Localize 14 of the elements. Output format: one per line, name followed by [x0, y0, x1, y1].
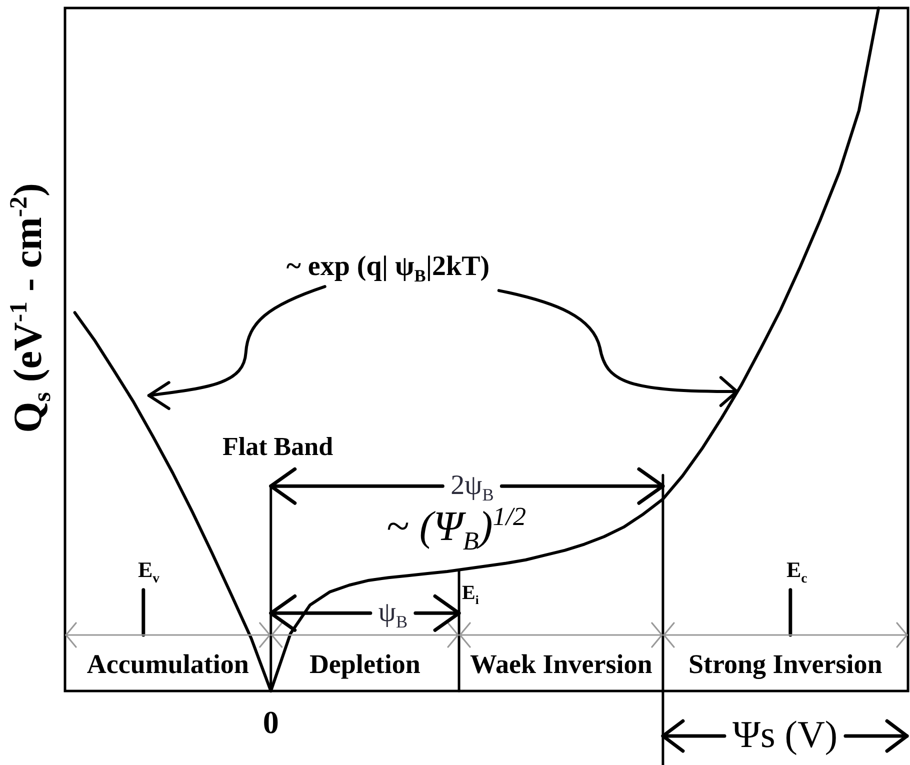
- annotation: E$_{i}$: [462, 582, 479, 608]
- annotation: Waek Inversion: [470, 649, 652, 680]
- annotation: 2ψ$_{B}$: [450, 470, 494, 504]
- annotation: E$_{c}$: [786, 557, 808, 586]
- annotation: ~ (Ψ$_{B}$)$^{1/2}$: [386, 502, 526, 556]
- annotation: Flat Band: [222, 432, 334, 462]
- text: 0: [262, 704, 279, 740]
- annotation: Strong Inversion: [688, 649, 882, 680]
- annotation: E$_{v}$: [138, 557, 160, 586]
- x-axis-title: Ψs (V): [732, 714, 838, 757]
- annotation: Accumulation: [86, 649, 249, 680]
- annotation: ~ exp (q| ψ$_{B}$|2kT): [286, 251, 490, 286]
- annotation: Depletion: [309, 649, 420, 680]
- annotation: ψ$_{B}$: [378, 596, 408, 632]
